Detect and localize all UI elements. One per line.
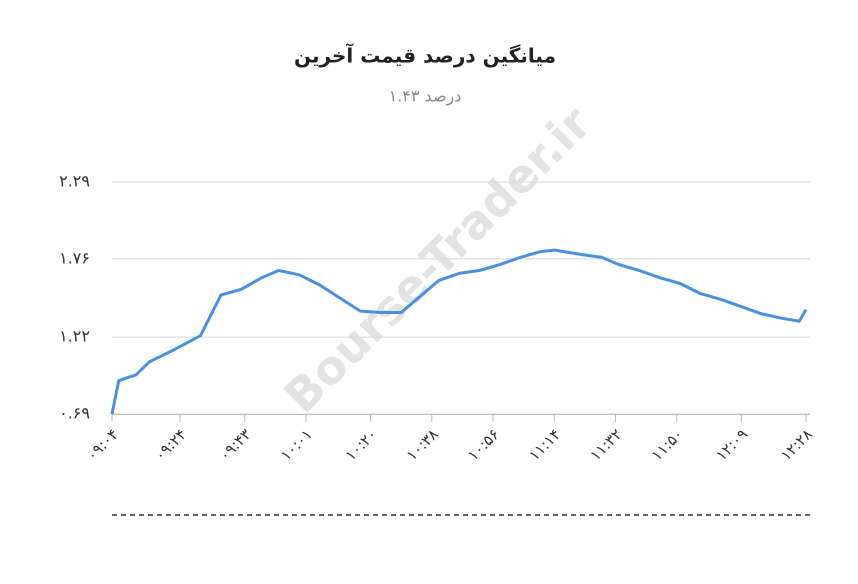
y-tick-label: ۲.۲۹ bbox=[59, 172, 90, 191]
y-tick-label: ۱.۲۲ bbox=[59, 327, 90, 346]
x-tick-label: ۰۹:۰۴ bbox=[83, 425, 122, 464]
x-tick-label: ۱۱:۱۴ bbox=[525, 425, 564, 464]
x-tick-label: ۰۹:۲۴ bbox=[151, 425, 190, 464]
x-tick-label: ۱۲:۲۸ bbox=[777, 425, 816, 464]
x-tick-label: ۱۰:۵۶ bbox=[464, 425, 503, 464]
chart-title: میانگین درصد قیمت آخرین bbox=[294, 43, 556, 68]
line-series bbox=[110, 248, 808, 415]
y-tick-label: ۰.۶۹ bbox=[59, 404, 90, 423]
x-tick-label: ۱۰:۲۰ bbox=[341, 425, 380, 464]
chart-subtitle: درصد ۱.۴۳ bbox=[389, 87, 462, 107]
x-tick-label: ۰۹:۴۳ bbox=[216, 425, 255, 464]
x-tick-label: ۱۰:۳۸ bbox=[403, 425, 442, 464]
y-tick-label: ۱.۷۶ bbox=[59, 248, 90, 267]
x-tick-label: ۱۱:۵۰ bbox=[648, 425, 687, 464]
x-tick-label: ۱۱:۳۲ bbox=[586, 425, 625, 464]
x-tick-label: ۱۲:۰۹ bbox=[712, 425, 751, 464]
x-tick-label: ۱۰:۰۱ bbox=[277, 425, 316, 464]
watermark: Bourse-Trader.ir bbox=[274, 96, 602, 424]
